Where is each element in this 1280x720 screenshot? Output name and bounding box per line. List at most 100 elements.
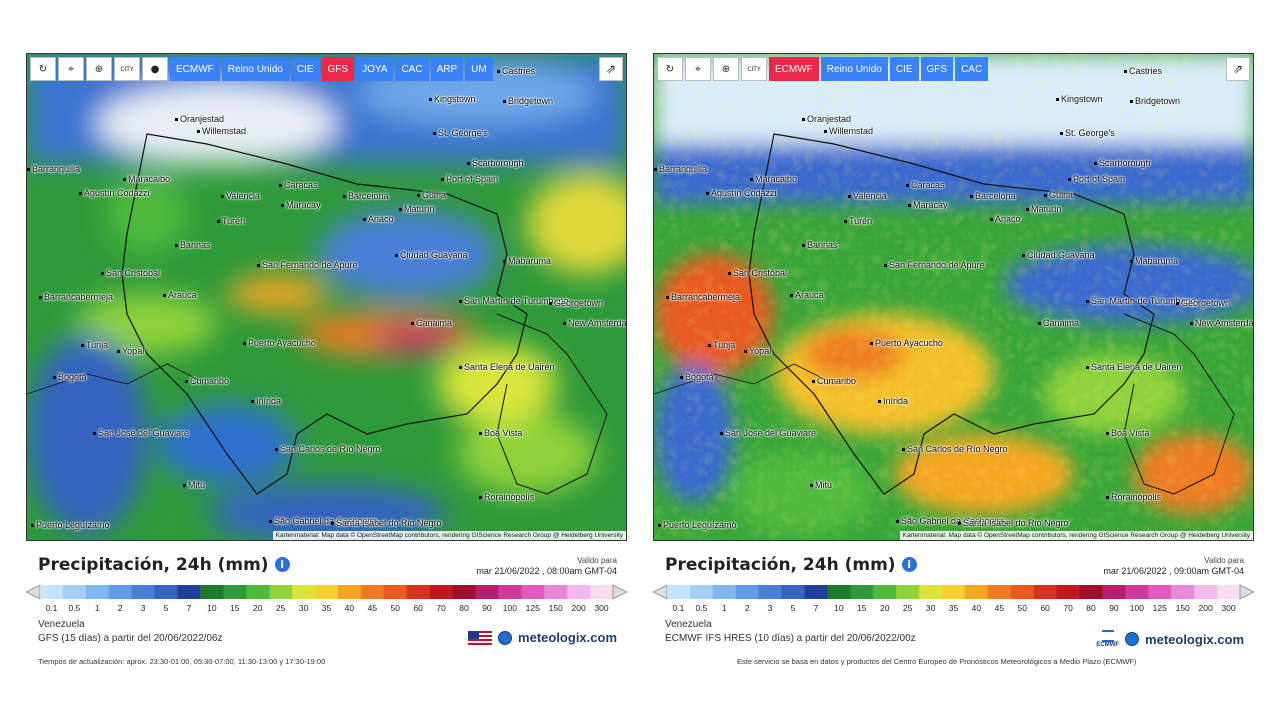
city-label: Tunja [708, 340, 735, 350]
model-tab-gfs[interactable]: GFS [321, 57, 355, 81]
city-toggle[interactable]: CITY [741, 57, 767, 81]
legend-label: 45 [367, 603, 378, 613]
city-label: Valencia [221, 191, 260, 201]
legend-label: 40 [344, 603, 355, 613]
city-label: Mitú [810, 480, 832, 490]
gfs-panel: ↻ ⌖ ⊕ CITY ● ECMWF Reino Unido CIE GFS JOYA CAC ARP… [26, 53, 627, 673]
map-attribution: Kartenmaterial: Map data © OpenStreetMap… [272, 531, 626, 540]
map-toolbar: ↻ ⌖ ⊕ CITY ECMWF Reino Unido CIE GFS CAC [657, 57, 989, 81]
legend-swatch [1125, 585, 1149, 599]
region-label: Venezuela [38, 619, 85, 630]
reload-icon[interactable]: ↻ [30, 57, 56, 81]
legend-label: 125 [525, 603, 540, 613]
model-tab-cie[interactable]: CIE [889, 57, 919, 81]
legend-swatch [154, 585, 179, 599]
city-label: Willemstad [197, 126, 246, 136]
model-tab-um[interactable]: UM [465, 57, 493, 81]
info-icon[interactable]: i [274, 557, 290, 572]
legend-label: 0.5 [68, 603, 81, 613]
legend-label: 10 [834, 603, 844, 613]
model-tab-joya[interactable]: JOYA [356, 57, 394, 81]
zoom-icon[interactable]: ⊕ [86, 57, 112, 81]
legend-label: 7 [813, 603, 819, 613]
zoom-icon[interactable]: ⊕ [713, 57, 739, 81]
legend-label: 2 [744, 603, 750, 613]
us-flag-icon [468, 630, 493, 645]
legend-label: 2 [117, 603, 123, 613]
legend-swatch [1033, 585, 1058, 599]
legend-swatch [246, 585, 270, 599]
legend-label: 0.1 [672, 603, 685, 613]
city-label: St. George's [433, 128, 488, 138]
model-tab-ecmwf[interactable]: ECMWF [769, 57, 819, 81]
legend-label: 90 [482, 603, 492, 613]
legend-swatch [315, 585, 339, 599]
city-label: San Cristóbal [101, 268, 160, 278]
brand-logo[interactable]: ECMWF meteologix.com [1096, 630, 1244, 648]
city-label: Willemstad [824, 126, 873, 136]
globe-icon [498, 630, 513, 645]
legend-swatch [1217, 585, 1241, 599]
share-button[interactable]: ⇗ [599, 57, 623, 81]
legend-label: 1 [94, 603, 100, 613]
model-tab-arp[interactable]: ARP [430, 57, 464, 81]
info-icon[interactable]: i [901, 557, 917, 572]
city-label: Yopal [744, 346, 771, 356]
legend-arrow-right [1239, 584, 1254, 600]
city-label: Caracas [279, 180, 318, 190]
legend-label: 40 [971, 603, 982, 613]
legend-label: 80 [1086, 603, 1096, 613]
city-label: Inírida [251, 396, 281, 406]
legend-label: 300 [594, 603, 609, 613]
legend-swatch [827, 585, 851, 599]
model-tab-reino-unido[interactable]: Reino Unido [221, 57, 289, 81]
city-label: Mabaruma [503, 256, 551, 266]
legend-swatch [85, 585, 110, 599]
city-toggle[interactable]: CITY [114, 57, 140, 81]
legend-swatch [590, 585, 614, 599]
legend-swatch [177, 585, 201, 599]
ecmwf-panel: ↻ ⌖ ⊕ CITY ECMWF Reino Unido CIE GFS CAC ⇗ Oranj… [653, 53, 1254, 673]
city-label: Caracas [906, 180, 945, 190]
precipitation-map-gfs[interactable]: ↻ ⌖ ⊕ CITY ● ECMWF Reino Unido CIE GFS JOYA CAC ARP… [26, 53, 627, 541]
city-label: Kingstown [429, 94, 476, 104]
city-label: Agustín Codazzi [706, 188, 777, 198]
city-label: Cumaribo [812, 376, 856, 386]
location-icon[interactable]: ⌖ [58, 57, 84, 81]
model-tab-cac[interactable]: CAC [955, 57, 989, 81]
brand-logo[interactable]: meteologix.com [468, 630, 617, 645]
location-icon[interactable]: ⌖ [685, 57, 711, 81]
city-label: Port of Spain [441, 174, 498, 184]
city-label: Güiria [1044, 190, 1073, 200]
legend-label: 0.1 [45, 603, 58, 613]
legend-label: 50 [1017, 603, 1027, 613]
model-tab-gfs[interactable]: GFS [920, 57, 954, 81]
city-label: San Cristóbal [728, 268, 787, 278]
legend-swatch [429, 585, 454, 599]
legend-swatch [452, 585, 476, 599]
reload-icon[interactable]: ↻ [657, 57, 683, 81]
city-label: Inírida [878, 396, 908, 406]
legend-label: 200 [571, 603, 586, 613]
city-label: Castries [497, 66, 535, 76]
model-tab-ecmwf[interactable]: ECMWF [170, 57, 220, 81]
legend-label: 70 [436, 603, 446, 613]
legend-swatch [1148, 585, 1172, 599]
model-tab-reino-unido[interactable]: Reino Unido [820, 57, 888, 81]
model-tab-cac[interactable]: CAC [395, 57, 429, 81]
legend-label: 50 [390, 603, 400, 613]
legend-label: 150 [1175, 603, 1190, 613]
model-tab-cie[interactable]: CIE [290, 57, 320, 81]
share-button[interactable]: ⇗ [1226, 57, 1250, 81]
legend-swatch [521, 585, 545, 599]
city-label: Rorainópolis [479, 492, 534, 502]
dot-icon[interactable]: ● [142, 57, 168, 81]
data-source-note: Este servicio se basa en datos y product… [737, 657, 1137, 666]
precipitation-map-ecmwf[interactable]: ↻ ⌖ ⊕ CITY ECMWF Reino Unido CIE GFS CAC ⇗ Oranj… [653, 53, 1254, 541]
city-label: Georgetown [549, 298, 603, 308]
city-label: San Carlos de Río Negro [275, 444, 381, 454]
city-label: Rorainópolis [1106, 492, 1161, 502]
city-label: Tunja [81, 340, 108, 350]
chart-title: Precipitación, 24h (mm) i [38, 555, 290, 575]
city-label: Castries [1124, 66, 1162, 76]
